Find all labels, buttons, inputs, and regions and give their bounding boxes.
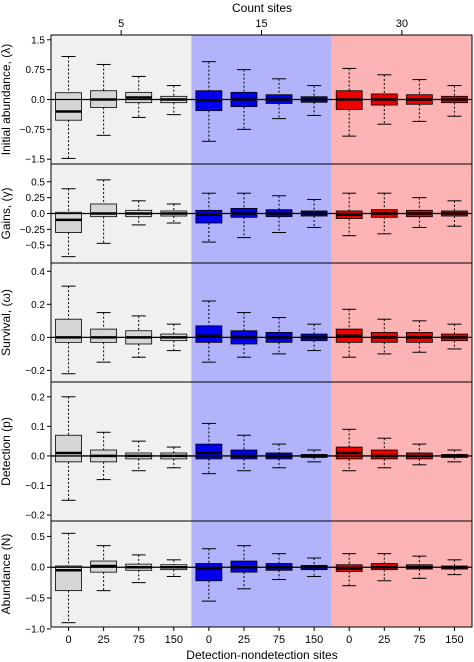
y-tick-label: −0.5 — [25, 241, 45, 252]
y-tick-label: −1.5 — [25, 155, 45, 166]
y-tick-label: 0.5 — [31, 177, 45, 188]
box-5-0 — [55, 56, 82, 159]
box-5-0 — [55, 532, 82, 624]
group-background — [191, 263, 332, 382]
box-iqr — [195, 325, 223, 343]
y-axis-label: Initial abundance, (λ) — [0, 44, 13, 155]
x-tick-label: 0 — [65, 634, 71, 646]
panel-1: −1.5 −0.75 0.0 0.75 1.5 Initial abundance, (λ… — [0, 34, 473, 166]
y-tick-label: 0.0 — [31, 95, 45, 106]
box-30-0 — [335, 428, 363, 472]
y-axis-label: Abundance (N) — [0, 534, 13, 615]
x-tick-label: 75 — [273, 634, 285, 646]
y-tick-label: 0.2 — [31, 392, 45, 403]
box-iqr — [90, 203, 118, 218]
y-tick-label: −0.25 — [20, 225, 46, 236]
x-tick-label: 150 — [305, 634, 323, 646]
y-tick-label: −1.0 — [25, 624, 45, 635]
y-tick-label: 0.0 — [31, 333, 45, 344]
x-tick-label: 0 — [346, 634, 352, 646]
x-tick-label: 150 — [445, 634, 463, 646]
box-15-0 — [195, 61, 223, 142]
box-iqr — [55, 211, 82, 233]
box-iqr — [195, 209, 223, 224]
y-tick-label: 0.0 — [31, 451, 45, 462]
box-iqr — [90, 328, 118, 343]
y-tick-label: 0.0 — [31, 563, 45, 574]
panel-5: −1.0 −0.5 0.0 0.5 Abundance (N) — [0, 520, 473, 635]
y-tick-label: 0.75 — [26, 65, 46, 76]
panels: −1.5 −0.75 0.0 0.75 1.5 Initial abundance, (λ… — [0, 18, 473, 646]
y-tick-label: 0.0 — [31, 209, 45, 220]
box-iqr — [195, 563, 223, 582]
box-iqr — [195, 443, 223, 460]
x-tick-label: 75 — [133, 634, 145, 646]
y-tick-label: −0.1 — [25, 481, 45, 492]
box-30-0 — [335, 553, 363, 587]
panel-4: −0.2 −0.1 0.0 0.1 0.2 Detection (p) — [0, 381, 473, 522]
x-tick-label: 0 — [206, 634, 212, 646]
box-iqr — [55, 434, 82, 463]
y-tick-label: −0.2 — [25, 511, 45, 522]
x-tick-label: 25 — [98, 634, 110, 646]
panel-3: −0.2 0.0 0.2 0.4 Survival, (ω) — [0, 262, 473, 383]
y-tick-label: 0.2 — [31, 300, 45, 311]
y-tick-label: 0.4 — [31, 267, 45, 278]
x-tick-label: 150 — [165, 634, 183, 646]
group-background — [331, 521, 472, 627]
top-tick-label: 5 — [118, 18, 124, 30]
y-tick-label: −0.5 — [25, 594, 45, 605]
box-5-0 — [55, 396, 82, 501]
top-axis-title: Count sites — [232, 1, 292, 15]
y-tick-label: 0.1 — [31, 422, 45, 433]
box-iqr — [55, 92, 82, 121]
y-axis-label: Detection (p) — [0, 417, 13, 486]
box-5-75 — [125, 75, 153, 118]
y-axis-label: Survival, (ω) — [0, 289, 13, 356]
top-tick-label: 15 — [255, 18, 267, 30]
top-tick-label: 30 — [396, 18, 408, 30]
box-iqr — [55, 318, 82, 343]
box-15-0 — [195, 422, 223, 475]
x-tick-label: 25 — [378, 634, 390, 646]
group-background — [331, 263, 472, 382]
panel-2: −0.5 −0.25 0.0 0.25 0.5 Gains, (γ) — [0, 163, 473, 264]
box-5-0 — [55, 188, 82, 258]
box-iqr — [370, 449, 398, 460]
box-iqr — [230, 449, 258, 460]
x-tick-label: 75 — [413, 634, 425, 646]
x-axis-title: Detection-nondetection sites — [186, 648, 337, 662]
y-tick-label: 0.5 — [31, 532, 45, 543]
x-tick-label: 25 — [238, 634, 250, 646]
box-30-0 — [335, 192, 363, 237]
box-15-0 — [195, 300, 223, 363]
y-tick-label: −0.75 — [20, 125, 46, 136]
y-tick-label: 0.25 — [26, 193, 46, 204]
y-tick-label: 1.5 — [31, 35, 45, 46]
panel-frame — [50, 520, 473, 628]
y-axis-label: Gains, (γ) — [0, 187, 13, 239]
box-30-0 — [335, 308, 363, 358]
y-tick-label: −0.2 — [25, 366, 45, 377]
